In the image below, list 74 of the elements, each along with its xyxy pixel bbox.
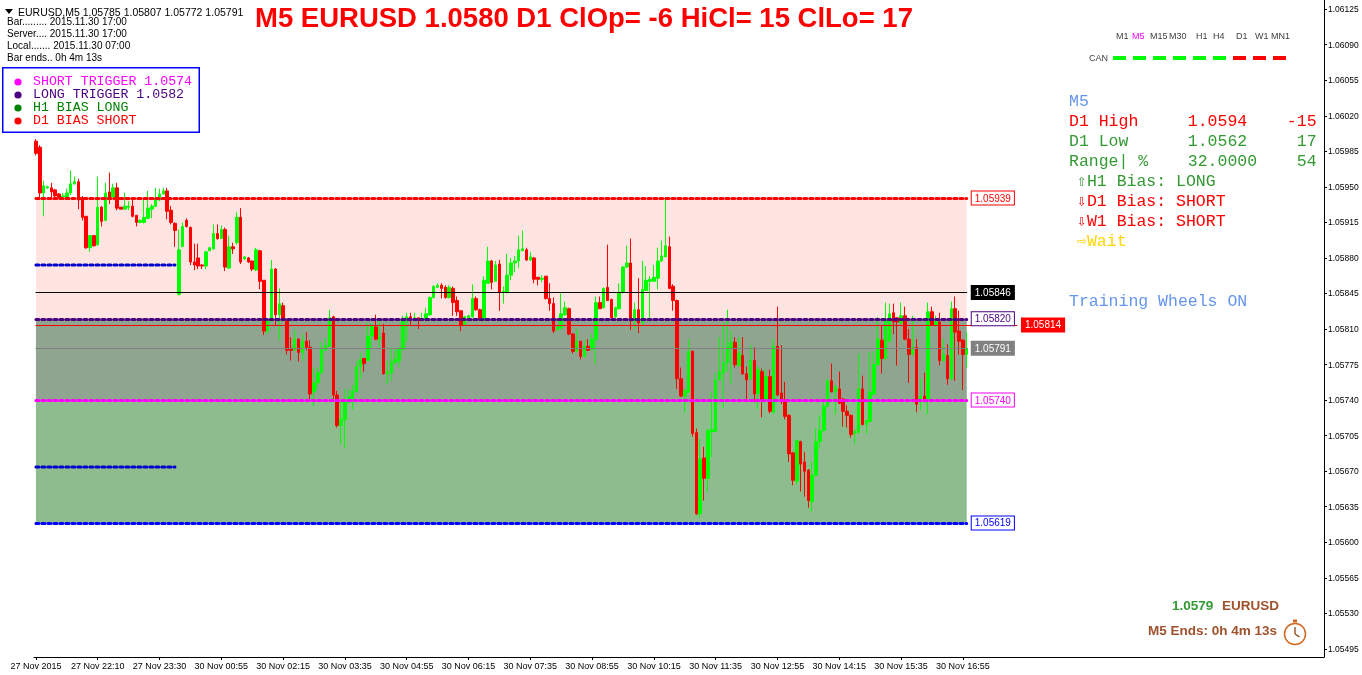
x-tick-label: 30 Nov 08:55 <box>565 660 619 671</box>
annotation: MN1 <box>1271 30 1291 42</box>
x-tick-label: 30 Nov 15:35 <box>874 660 928 671</box>
ref-line-label: 1.05791 <box>974 342 1012 354</box>
ref-line-label: 1.05820 <box>974 313 1012 325</box>
y-tick-label: 1.06125 <box>1328 4 1359 15</box>
x-tick-label: 30 Nov 10:15 <box>627 660 681 671</box>
text: EURUSD,M5 1.05785 1.05807 1.05772 1.05791 <box>18 5 244 18</box>
ref-line-label: 1.05619 <box>974 517 1012 529</box>
y-tick-label: 1.05845 <box>1328 288 1359 299</box>
y-tick-label: 1.05635 <box>1328 501 1359 512</box>
annotation: M1 <box>1116 30 1129 42</box>
annotation: Server.... 2015.11.30 17:00 <box>7 28 127 40</box>
annotation: ⇩W1 Bias: SHORT <box>1077 212 1226 232</box>
y-tick-label: 1.06055 <box>1328 75 1359 86</box>
y-tick-label: 1.05530 <box>1328 608 1359 619</box>
x-tick-label: 30 Nov 12:55 <box>750 660 805 671</box>
annotation: ⇧H1 Bias: LONG <box>1077 172 1216 192</box>
annotation: D1 <box>1236 30 1248 42</box>
y-tick-label: 1.05705 <box>1328 430 1359 441</box>
ref-line-label: 1.05814 <box>1024 319 1062 331</box>
y-tick-label: 1.05600 <box>1328 537 1359 548</box>
y-tick-label: 1.05950 <box>1328 181 1359 192</box>
annotation: D1 High 1.0594 -15 <box>1069 112 1317 132</box>
y-tick-label: 1.05880 <box>1328 252 1359 263</box>
x-tick-label: 30 Nov 00:55 <box>194 660 249 671</box>
y-tick-label: 1.05775 <box>1328 359 1359 370</box>
annotation: Range| % 32.0000 54 <box>1069 152 1317 172</box>
chart-title: M5 EURUSD 1.0580 D1 ClOp= -6 HiCl= 15 ClLo= 17 <box>255 1 913 33</box>
x-tick-label: 27 Nov 22:10 <box>70 660 125 671</box>
ref-line-label: 1.05939 <box>974 192 1012 204</box>
annotation: M5 <box>1132 30 1145 42</box>
x-tick-label: 30 Nov 16:55 <box>936 660 990 671</box>
x-tick-label: 30 Nov 14:15 <box>812 660 867 671</box>
y-tick-label: 1.05915 <box>1328 217 1359 228</box>
x-tick-label: 30 Nov 11:35 <box>689 660 743 671</box>
annotation: Bar......... 2015.11.30 17:00 <box>7 16 127 28</box>
ref-line-label: 1.05846 <box>974 286 1012 298</box>
annotation: ⇨Wait <box>1077 232 1127 252</box>
y-tick-label: 1.05495 <box>1328 643 1359 654</box>
annotation: H1 BIAS LONG <box>33 100 129 116</box>
y-tick-label: 1.05670 <box>1328 466 1359 477</box>
x-tick-label: 27 Nov 23:30 <box>132 660 187 671</box>
annotation: Training Wheels ON <box>1069 292 1248 312</box>
annotation: W1 <box>1255 30 1269 42</box>
annotation: D1 Low 1.0562 17 <box>1069 132 1317 152</box>
annotation: Bar ends.. 0h 4m 13s <box>7 52 103 64</box>
annotation: H4 <box>1213 30 1225 42</box>
annotation: M30 <box>1169 30 1187 42</box>
x-tick-label: 27 Nov 2015 <box>10 660 62 671</box>
annotation: 1.0579 <box>1172 597 1214 615</box>
x-tick-label: 30 Nov 06:15 <box>441 660 496 671</box>
x-tick-label: 30 Nov 03:35 <box>318 660 372 671</box>
y-tick-label: 1.06020 <box>1328 110 1359 121</box>
annotation: H1 <box>1196 30 1208 42</box>
annotation: CAN <box>1089 52 1109 64</box>
ref-line-label: 1.05740 <box>974 394 1012 406</box>
annotation: M15 <box>1150 30 1168 42</box>
annotation: ⇩D1 Bias: SHORT <box>1077 192 1226 212</box>
y-tick-label: 1.06090 <box>1328 39 1359 50</box>
x-tick-label: 30 Nov 07:35 <box>503 660 558 671</box>
annotation: M5 <box>1069 92 1089 112</box>
annotation: D1 BIAS SHORT <box>33 113 137 129</box>
annotation: Local....... 2015.11.30 07:00 <box>7 40 131 52</box>
x-tick-label: 30 Nov 04:55 <box>379 660 434 671</box>
annotation: M5 Ends: 0h 4m 13s <box>1148 622 1278 640</box>
y-tick-label: 1.05565 <box>1328 572 1359 583</box>
x-tick-label: 30 Nov 02:15 <box>256 660 310 671</box>
annotation: LONG TRIGGER 1.0582 <box>33 87 185 103</box>
annotation: EURUSD <box>1222 597 1280 615</box>
y-tick-label: 1.05740 <box>1328 395 1359 406</box>
y-tick-label: 1.05985 <box>1328 146 1359 157</box>
annotation: SHORT TRIGGER 1.0574 <box>33 74 193 90</box>
y-tick-label: 1.05810 <box>1328 324 1359 335</box>
